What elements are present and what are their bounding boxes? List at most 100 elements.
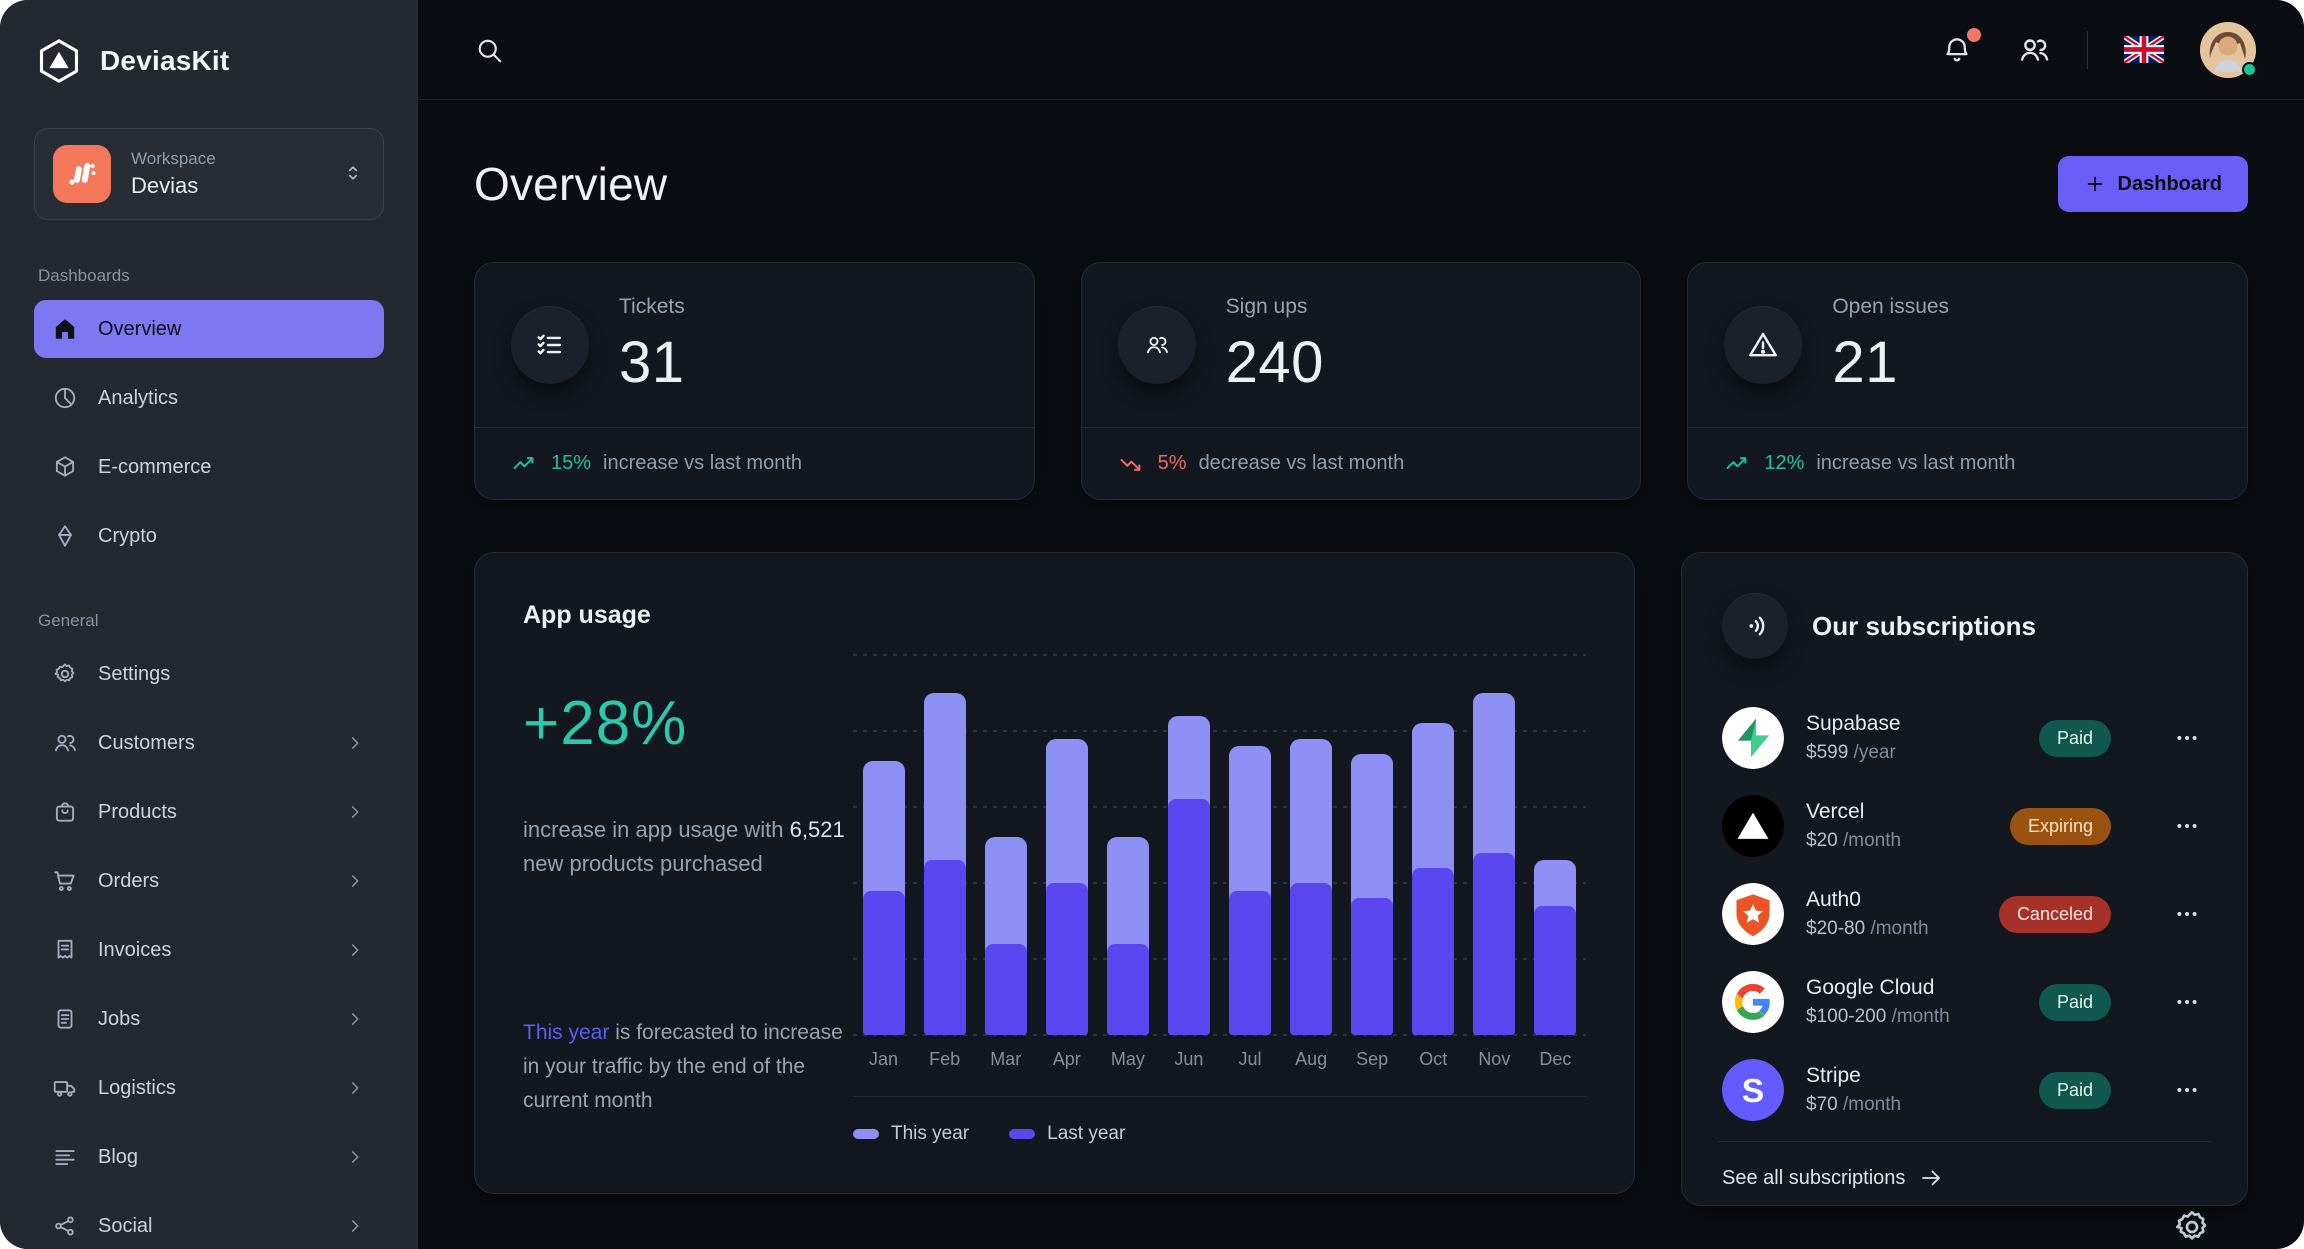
bar-this-year [1534, 860, 1577, 1036]
row-menu-button[interactable] [2167, 806, 2207, 846]
sidebar-item-settings[interactable]: Settings [34, 645, 384, 703]
trend-percent: 12% [1764, 452, 1805, 474]
trend-text: decrease vs last month [1198, 452, 1405, 474]
x-tick-label: Jul [1238, 1049, 1262, 1070]
sidebar-item-label: Settings [98, 662, 171, 685]
trend-down-icon [1118, 450, 1146, 478]
sidebar-item-blog[interactable]: Blog [34, 1128, 384, 1186]
bar-this-year [1229, 746, 1271, 1036]
search-button[interactable] [466, 27, 512, 73]
subscription-row-stripe: S Stripe $70 /month Paid [1718, 1049, 2211, 1131]
sidebar-item-products[interactable]: Products [34, 783, 384, 841]
bar-last-year [862, 891, 905, 1036]
sidebar-item-invoices[interactable]: Invoices [34, 921, 384, 979]
stat-trend: 5% decrease vs last month [1081, 427, 1641, 499]
trend-up-icon [511, 450, 539, 478]
sidebar-item-orders[interactable]: Orders [34, 852, 384, 910]
row-menu-button[interactable] [2167, 894, 2207, 934]
header [418, 0, 2304, 100]
status-badge: Paid [2038, 1071, 2111, 1109]
legend-label: Last year [1047, 1123, 1126, 1144]
gear-icon [2172, 1207, 2212, 1247]
legend-item: Last year [1009, 1123, 1125, 1145]
sidebar-item-logistics[interactable]: Logistics [34, 1059, 384, 1117]
list-checks-icon [511, 306, 589, 384]
stats-row: Tickets 31 15% increase vs last month Si… [474, 262, 2248, 500]
x-tick-label: Mar [990, 1049, 1022, 1070]
trend-text: increase vs last month [1816, 452, 2016, 474]
row-menu-button[interactable] [2167, 982, 2207, 1022]
status-badge: Paid [2038, 719, 2111, 757]
bar-last-year [984, 944, 1027, 1036]
truck-icon [52, 1075, 78, 1101]
sidebar-item-jobs[interactable]: Jobs [34, 990, 384, 1048]
app-usage-title: App usage [523, 601, 651, 629]
settings-fab[interactable] [2166, 1201, 2218, 1249]
supabase-logo [1722, 707, 1784, 769]
page-title: Overview [474, 158, 668, 210]
vercel-logo [1722, 795, 1784, 857]
bar-apr [1036, 665, 1097, 1036]
bell-icon [1941, 34, 1973, 66]
sidebar-item-overview[interactable]: Overview [34, 300, 384, 358]
status-badge: Paid [2038, 983, 2111, 1021]
workspace-selector[interactable]: Workspace Devias [34, 128, 384, 220]
sidebar-item-customers[interactable]: Customers [34, 714, 384, 772]
caret-up-down-icon [341, 161, 365, 188]
bar-chart-plot [853, 654, 1586, 1037]
sidebar-nav: Dashboards Overview Analytics E-commerce… [34, 266, 384, 1249]
document-icon [52, 1006, 78, 1032]
sidebar-item-e-commerce[interactable]: E-commerce [34, 438, 384, 496]
contacts-button[interactable] [2009, 25, 2059, 75]
stat-trend: 15% increase vs last month [475, 427, 1034, 499]
notifications-button[interactable] [1933, 26, 1981, 74]
bar-this-year [862, 761, 905, 1036]
x-tick-label: Oct [1419, 1049, 1448, 1070]
sidebar-item-analytics[interactable]: Analytics [34, 369, 384, 427]
gear-icon [52, 661, 78, 687]
sidebar-item-social[interactable]: Social [34, 1197, 384, 1249]
status-badge: Canceled [1998, 895, 2111, 933]
subscriptions-card: Our subscriptions Supabase $599 /year Pa… [1681, 552, 2248, 1206]
sidebar-item-label: Social [98, 1214, 153, 1237]
main-content: Overview Dashboard Tickets 31 15% increa… [418, 100, 2304, 1249]
bar-this-year [1045, 739, 1088, 1036]
subscription-row-auth0: Auth0 $20-80 /month Canceled [1718, 873, 2211, 955]
bar-jan [853, 665, 914, 1036]
share-icon [52, 1213, 78, 1239]
avatar[interactable] [2200, 21, 2257, 78]
usage-footnote: This year is forecasted to increase in y… [523, 1021, 843, 1112]
gridline [853, 730, 1586, 733]
header-divider [2087, 30, 2088, 69]
gridline [853, 1034, 1586, 1037]
sidebar-item-crypto[interactable]: Crypto [34, 507, 384, 565]
x-tick-label: Nov [1478, 1049, 1511, 1070]
subscription-row-google-cloud: Google Cloud $100-200 /month Paid [1718, 961, 2211, 1043]
bar-last-year [1229, 891, 1271, 1036]
bag-icon [52, 799, 78, 825]
x-tick-label: Aug [1295, 1049, 1328, 1070]
auth0-logo [1722, 883, 1784, 945]
dots-menu-icon [2173, 1076, 2201, 1104]
brand-name: DeviasKit [100, 45, 230, 76]
invoice-icon [52, 937, 78, 963]
status-badge: Expiring [2009, 807, 2111, 845]
subscription-name: Stripe [1806, 1064, 1861, 1087]
sidebar: DeviasKit Workspace Devias [0, 0, 418, 1249]
stripe-logo: S [1722, 1059, 1784, 1121]
language-button[interactable] [2116, 28, 2172, 71]
stat-label: Tickets [619, 294, 685, 318]
row-menu-button[interactable] [2167, 1070, 2207, 1110]
row-menu-button[interactable] [2167, 718, 2207, 758]
chevron-right-icon [344, 939, 366, 961]
x-tick-label: Dec [1539, 1049, 1572, 1070]
chart-legend: This year Last year [853, 1123, 1586, 1145]
bar-last-year [1167, 799, 1210, 1036]
x-tick-label: Feb [929, 1049, 961, 1070]
add-dashboard-button[interactable]: Dashboard [2057, 156, 2248, 212]
see-all-subscriptions-link[interactable]: See all subscriptions [1722, 1166, 1943, 1190]
bars [853, 665, 1586, 1036]
bar-last-year [1412, 868, 1455, 1036]
stat-value: 240 [1225, 329, 1324, 395]
svg-text:S: S [1742, 1073, 1764, 1110]
